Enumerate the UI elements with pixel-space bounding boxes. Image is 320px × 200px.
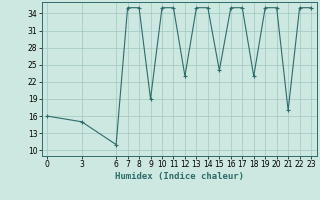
- X-axis label: Humidex (Indice chaleur): Humidex (Indice chaleur): [115, 172, 244, 181]
